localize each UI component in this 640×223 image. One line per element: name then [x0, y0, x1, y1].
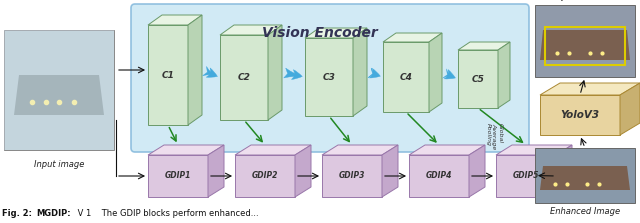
Polygon shape: [498, 42, 510, 108]
Text: GDIP5: GDIP5: [513, 171, 539, 180]
Text: MGDIP:: MGDIP:: [36, 209, 70, 218]
Polygon shape: [540, 95, 620, 135]
Polygon shape: [469, 145, 485, 197]
Text: Vision Encoder: Vision Encoder: [262, 26, 378, 40]
Polygon shape: [496, 155, 556, 197]
Polygon shape: [235, 155, 295, 197]
Polygon shape: [535, 5, 635, 77]
Text: C3: C3: [323, 72, 335, 81]
Polygon shape: [383, 33, 442, 42]
Polygon shape: [4, 30, 114, 150]
Polygon shape: [429, 33, 442, 112]
Text: GDIP3: GDIP3: [339, 171, 365, 180]
Text: C1: C1: [161, 70, 175, 80]
Polygon shape: [322, 145, 398, 155]
Text: Enhanced Image: Enhanced Image: [550, 207, 620, 216]
Text: Fig. 2:: Fig. 2:: [2, 209, 35, 218]
Polygon shape: [148, 145, 224, 155]
Polygon shape: [382, 145, 398, 197]
Polygon shape: [540, 83, 640, 95]
Polygon shape: [4, 30, 114, 150]
Polygon shape: [383, 42, 429, 112]
Text: C4: C4: [399, 72, 412, 81]
Polygon shape: [540, 166, 630, 190]
Polygon shape: [220, 25, 282, 35]
Polygon shape: [14, 75, 104, 115]
Polygon shape: [208, 145, 224, 197]
Polygon shape: [305, 28, 367, 38]
Polygon shape: [620, 83, 640, 135]
Polygon shape: [458, 42, 510, 50]
Text: GDIP4: GDIP4: [426, 171, 452, 180]
Polygon shape: [535, 148, 635, 203]
Polygon shape: [496, 145, 572, 155]
Polygon shape: [148, 15, 202, 25]
Text: Global
Average
Pooling: Global Average Pooling: [486, 123, 502, 150]
Polygon shape: [458, 50, 498, 108]
Polygon shape: [268, 25, 282, 120]
Text: GDIP2: GDIP2: [252, 171, 278, 180]
Text: V 1    The GDIP blocks perform enhanced...: V 1 The GDIP blocks perform enhanced...: [75, 209, 259, 218]
Polygon shape: [305, 38, 353, 116]
Polygon shape: [353, 28, 367, 116]
Text: C2: C2: [237, 73, 250, 82]
Text: YoloV3: YoloV3: [561, 110, 600, 120]
Text: C5: C5: [472, 74, 484, 83]
Polygon shape: [409, 155, 469, 197]
Polygon shape: [556, 145, 572, 197]
FancyBboxPatch shape: [131, 4, 529, 152]
Polygon shape: [148, 25, 188, 125]
Polygon shape: [188, 15, 202, 125]
Text: Input image: Input image: [34, 160, 84, 169]
Polygon shape: [322, 155, 382, 197]
Polygon shape: [540, 30, 630, 60]
Polygon shape: [409, 145, 485, 155]
Text: GDIP1: GDIP1: [165, 171, 191, 180]
Polygon shape: [235, 145, 311, 155]
Text: Object Detection: Object Detection: [550, 0, 620, 1]
Polygon shape: [220, 35, 268, 120]
Polygon shape: [295, 145, 311, 197]
Polygon shape: [148, 155, 208, 197]
